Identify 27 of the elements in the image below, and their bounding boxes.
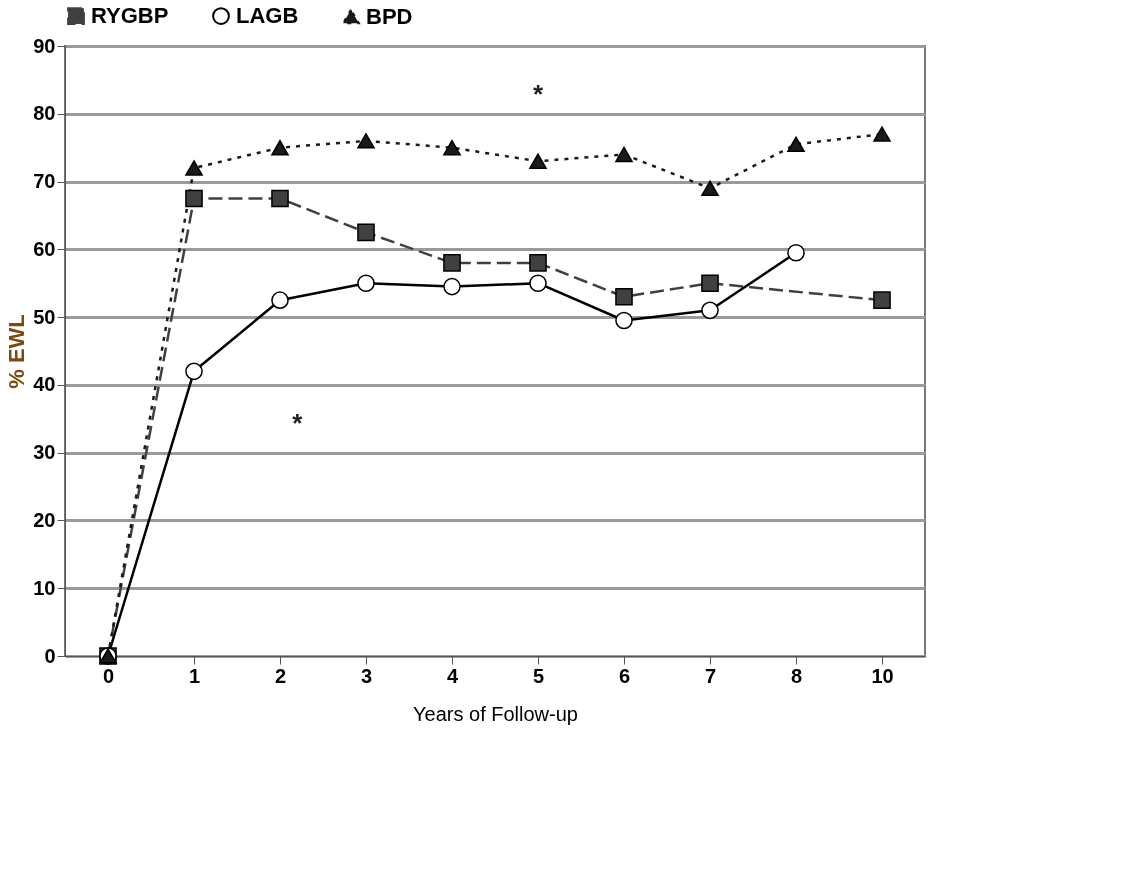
y-tick-label: 90 bbox=[33, 34, 56, 57]
x-tick-label: 1 bbox=[188, 664, 201, 687]
y-tick-label: 50 bbox=[33, 305, 56, 328]
x-tick-label: 0 bbox=[102, 664, 115, 687]
x-tick-label: 3 bbox=[360, 664, 373, 687]
annotation: * bbox=[292, 408, 304, 439]
x-tick-label: 2 bbox=[274, 664, 287, 687]
x-tick-label: 7 bbox=[704, 664, 717, 687]
y-tick-label: 70 bbox=[33, 170, 56, 193]
y-tick-label: 10 bbox=[33, 576, 56, 599]
x-tick-label: 10 bbox=[871, 664, 894, 687]
x-axis-title: Years of Follow-up bbox=[413, 702, 578, 725]
y-tick-label: 40 bbox=[33, 373, 56, 396]
y-tick-label: 30 bbox=[33, 441, 56, 464]
y-tick-label: 80 bbox=[33, 102, 56, 125]
legend-label: RYGBP bbox=[91, 3, 169, 29]
y-axis-title: % EWL bbox=[4, 314, 30, 389]
y-tick-label: 0 bbox=[44, 644, 56, 667]
y-tick-label: 60 bbox=[33, 237, 56, 260]
x-tick-label: 8 bbox=[790, 664, 803, 687]
x-tick-label: 5 bbox=[532, 664, 545, 687]
x-tick-label: 4 bbox=[446, 664, 459, 687]
x-tick-label: 6 bbox=[618, 664, 631, 687]
y-tick-label: 20 bbox=[33, 508, 56, 531]
legend-label: BPD bbox=[366, 3, 413, 29]
legend-label: LAGB bbox=[236, 3, 299, 29]
annotation: * bbox=[532, 78, 544, 109]
